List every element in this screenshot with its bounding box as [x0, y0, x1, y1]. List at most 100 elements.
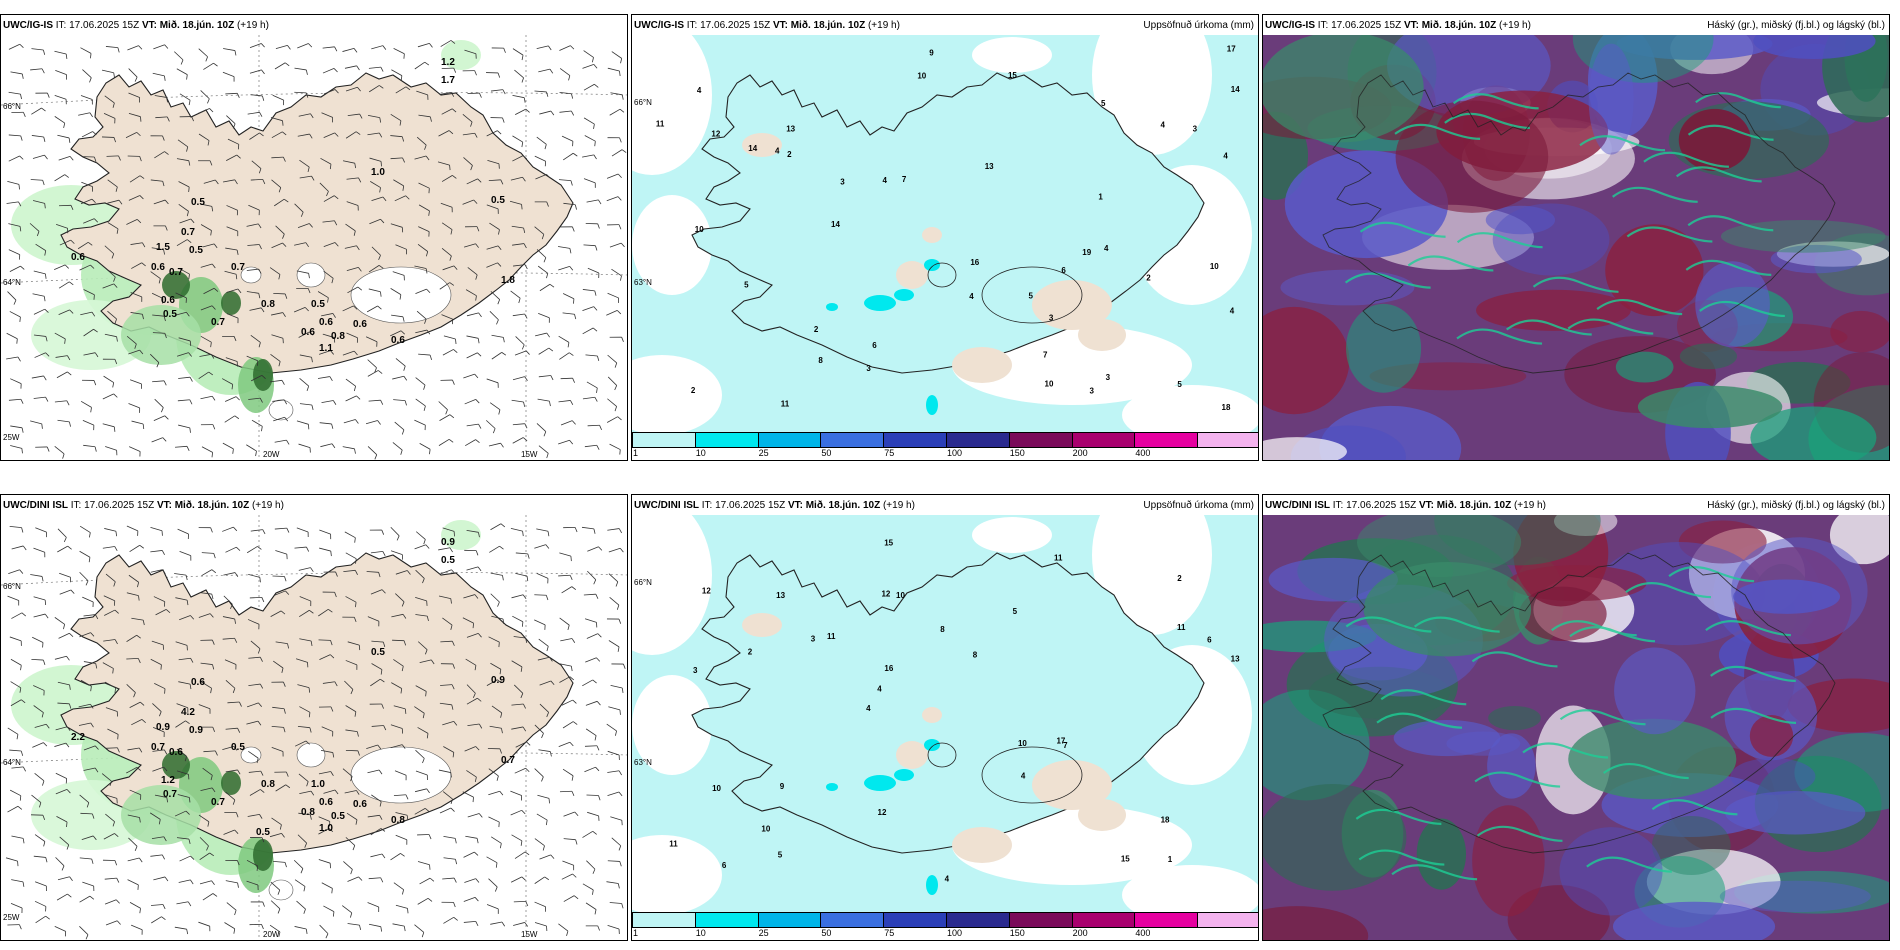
legend-tick-label: 150: [1009, 448, 1025, 458]
legend-ticks: 1 10 25 50 75 100 150 200 400: [632, 448, 1258, 460]
precip-amount-label: 4: [877, 684, 882, 693]
legend-swatch: [820, 912, 885, 928]
valid-time: VT: Mið. 18.jún. 10Z: [141, 20, 235, 31]
precip-amount-label: 0.7: [169, 267, 183, 278]
model-name: UWC/IG-IS: [1265, 20, 1315, 31]
map-canvas: [1263, 515, 1889, 940]
model-name: UWC/DINI ISL: [634, 500, 699, 511]
precip-amount-label: 11: [781, 399, 790, 408]
precip-amount-label: 1.5: [156, 242, 170, 253]
precip-amount-label: 0.6: [353, 319, 367, 330]
legend-color-bar: [632, 432, 1258, 448]
precip-amount-label: 19: [1082, 248, 1091, 257]
precip-amount-label: 8: [940, 625, 945, 634]
wind-barbs: [5, 523, 626, 940]
precip-amount-label: 14: [831, 220, 840, 229]
legend-swatch: [757, 432, 822, 448]
precip-amount-label: 2: [691, 386, 696, 395]
legend-swatch: [1197, 432, 1258, 448]
legend-tick-label: 200: [1072, 928, 1088, 938]
precip-amount-label: 4: [1104, 244, 1109, 253]
precip-amount-label: 7: [902, 175, 907, 184]
precip-amount-label: 16: [884, 664, 893, 673]
map-panel-wind: UWC/DINI ISL IT: 17.06.2025 15Z VT: Mið.…: [0, 494, 628, 941]
precip-amount-label: 0.8: [261, 299, 275, 310]
legend-tick-label: 50: [821, 448, 832, 458]
precip-amount-labels: 1.2 1.7 1.0 0.5 0.5 0.7 0.6 1.5 0.5 0.6 0.7 0.7 0.6 0…: [71, 57, 515, 354]
precip-amount-label: 0.6: [191, 677, 205, 688]
precip-amount-label: 0.9: [156, 722, 170, 733]
precip-amount-label: 17: [1056, 737, 1065, 746]
wind-barbs: [6, 40, 627, 460]
precip-amount-label: 14: [748, 144, 757, 153]
precip-amount-label: 1: [1098, 192, 1103, 201]
legend-swatch: [1071, 912, 1136, 928]
precip-amount-label: 12: [711, 129, 720, 138]
precip-amount-label: 0.8: [391, 815, 405, 826]
precip-amount-label: 1.2: [441, 57, 455, 68]
panel-title: UWC/DINI ISL IT: 17.06.2025 15Z VT: Mið.…: [3, 500, 284, 512]
precip-amount-label: 1: [1168, 855, 1173, 864]
land-dry-patches: [742, 613, 1126, 863]
cloud-layers: [1263, 515, 1889, 940]
glacier: [268, 879, 294, 901]
heavy-precip: [121, 751, 274, 893]
precip-amount-label: 0.6: [71, 252, 85, 263]
precip-amount-label: 3: [1089, 387, 1094, 396]
legend-swatch: [1134, 432, 1199, 448]
precip-amount-label: 13: [985, 162, 994, 171]
precip-amount-label: 10: [917, 71, 926, 80]
precip-amount-labels: 1324561281011111010871215131011412161311…: [669, 538, 1240, 883]
precip-amount-label: 4: [883, 176, 888, 185]
lon-label: 20W: [263, 930, 280, 939]
precip-amount-label: 0.9: [441, 537, 455, 548]
legend-swatch: [1134, 912, 1199, 928]
valid-time: VT: Mið. 18.jún. 10Z: [1418, 500, 1512, 511]
legend-tick-label: 25: [758, 448, 769, 458]
precip-amount-label: 0.5: [163, 309, 177, 320]
lat-label: 63°N: [634, 278, 652, 287]
grid-labels: 66°N 63°N: [634, 98, 652, 287]
precip-amount-label: 6: [722, 861, 727, 870]
precip-amount-label: 4: [775, 147, 780, 156]
lead-time: (+19 h): [1496, 20, 1531, 31]
precip-amount-label: 18: [1222, 403, 1231, 412]
map-panel-wind: UWC/IG-IS IT: 17.06.2025 15Z VT: Mið. 18…: [0, 14, 628, 461]
precip-amount-label: 3: [811, 635, 816, 644]
precip-amount-label: 10: [1018, 739, 1027, 748]
precip-amount-label: 0.6: [161, 295, 175, 306]
map-panel-cloud: UWC/DINI ISL IT: 17.06.2025 15Z VT: Mið.…: [1262, 494, 1890, 941]
grid-labels: 20W 15W 66°N 64°N 25W: [3, 102, 538, 459]
lat-label: 66°N: [3, 102, 21, 111]
precip-amount-label: 7: [1063, 741, 1068, 750]
glacier: [296, 742, 326, 768]
map-canvas: [1263, 35, 1889, 460]
legend-tick-label: 400: [1135, 448, 1151, 458]
lon-label: 20W: [263, 450, 280, 459]
valid-time: VT: Mið. 18.jún. 10Z: [156, 500, 250, 511]
precip-amount-label: 0.6: [319, 797, 333, 808]
init-time: IT: 17.06.2025 15Z: [684, 20, 773, 31]
precip-amount-label: 10: [712, 784, 721, 793]
precip-amount-label: 1.0: [371, 167, 385, 178]
precip-amount-label: 17: [1227, 45, 1236, 54]
precip-amount-label: 0.8: [301, 807, 315, 818]
legend-swatch: [632, 912, 696, 928]
precip-amount-label: 5: [1177, 380, 1182, 389]
panel-title: UWC/DINI ISL IT: 17.06.2025 15Z VT: Mið.…: [634, 500, 915, 512]
precip-amount-label: 2: [787, 150, 792, 159]
precip-amount-label: 15: [1121, 855, 1130, 864]
lon-label: 15W: [521, 930, 538, 939]
lat-label: 66°N: [634, 98, 652, 107]
grid-labels: 66°N 63°N: [634, 578, 652, 767]
precip-amount-label: 0.7: [501, 755, 515, 766]
init-time: IT: 17.06.2025 15Z: [53, 20, 142, 31]
precip-amount-label: 0.6: [391, 335, 405, 346]
precip-amount-label: 4: [1161, 120, 1166, 129]
precip-amount-label: 3: [866, 364, 871, 373]
panel-parameter-label: Uppsöfnuð úrkoma (mm): [1143, 20, 1254, 31]
panel-title: UWC/IG-IS IT: 17.06.2025 15Z VT: Mið. 18…: [634, 20, 900, 32]
legend-tick-label: 1: [633, 448, 639, 458]
